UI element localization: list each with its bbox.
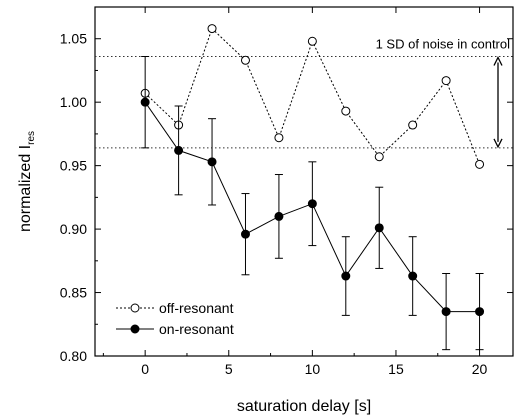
data-point — [307, 36, 317, 46]
data-point — [274, 133, 284, 143]
arrow-head-down — [493, 138, 503, 149]
y-axis-title: normalized Ires — [17, 131, 37, 232]
data-point — [174, 145, 184, 155]
y-tick-label: 1.00 — [60, 94, 87, 110]
data-point — [441, 76, 451, 86]
x-tick-label: 10 — [305, 361, 321, 377]
data-point — [240, 229, 250, 239]
legend-marker-off-resonant — [130, 303, 140, 313]
data-point — [408, 120, 418, 130]
x-tick-label: 0 — [141, 361, 149, 377]
x-tick-label: 15 — [388, 361, 404, 377]
y-tick-label: 0.90 — [60, 221, 87, 237]
plot-frame — [94, 6, 514, 357]
data-point — [341, 271, 351, 281]
series-layer — [140, 24, 485, 351]
reference-lines — [95, 55, 513, 149]
data-point — [408, 271, 418, 281]
data-point — [475, 159, 485, 169]
data-point — [374, 223, 384, 233]
y-tick-label: 0.95 — [60, 158, 87, 174]
data-point — [441, 307, 451, 317]
y-tick-label: 0.80 — [60, 348, 87, 364]
data-point — [240, 55, 250, 65]
y-tick-label: 1.05 — [60, 31, 87, 47]
y-tick-label: 0.85 — [60, 285, 87, 301]
legend-label-off-resonant: off-resonant — [159, 300, 234, 316]
data-point — [374, 152, 384, 162]
arrow-head-up — [493, 56, 503, 66]
data-point — [207, 157, 217, 167]
data-point — [207, 24, 217, 34]
data-point — [140, 97, 150, 107]
annotation: 1 SD of noise in control — [376, 36, 511, 149]
legend-label-on-resonant: on-resonant — [159, 321, 234, 337]
x-tick-label: 20 — [472, 361, 488, 377]
annotation-label: 1 SD of noise in control — [376, 36, 511, 51]
series-on-resonant — [140, 55, 485, 351]
axes: 0 5 10 15 20 0.80 0.85 0.90 0.95 1.00 1.05 — [60, 6, 514, 377]
series-off-resonant — [140, 24, 485, 169]
data-point — [341, 106, 351, 116]
y-axis-title-main: normalized I — [17, 145, 34, 232]
legend-marker-on-resonant — [130, 324, 140, 334]
x-tick-label: 5 — [225, 361, 233, 377]
data-point — [274, 211, 284, 221]
y-axis-title-subscript: res — [26, 131, 37, 145]
data-point — [307, 199, 317, 209]
data-point — [475, 307, 485, 317]
legend: off-resonant on-resonant — [116, 300, 234, 337]
x-axis-title: saturation delay [s] — [237, 398, 371, 415]
